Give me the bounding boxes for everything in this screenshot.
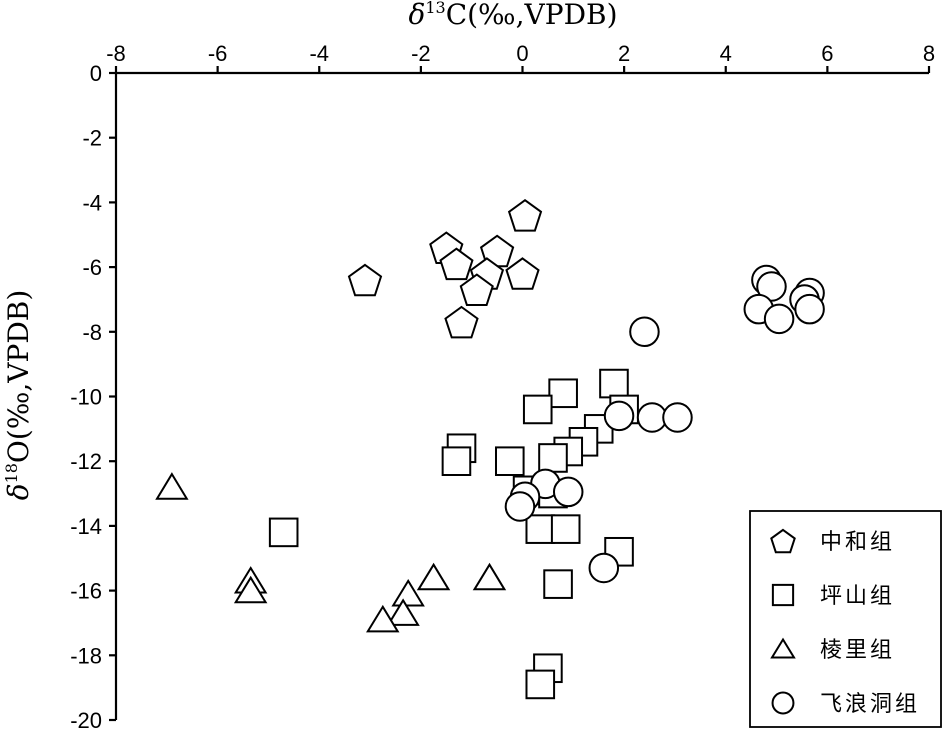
x-tick-label: -2 [411,41,431,66]
y-tick-label: -2 [82,126,102,151]
y-tick-label: -18 [70,643,102,668]
axis-ticks: -8 -6 -4 -2 0 2 4 6 80-2-4-6-8-10-12-14-16-18-20 [70,41,935,730]
x-tick-label: 0 [516,41,528,66]
point-square [599,368,629,399]
legend-symbol-triangle [770,637,796,659]
point-pentagon [444,305,479,339]
point-triangle [391,578,425,607]
point-circle [763,303,795,335]
legend-label: 棱里组 [820,638,895,663]
point-circle [504,491,536,522]
point-circle [636,402,668,433]
point-square [525,514,556,544]
point-circle [629,316,660,348]
point-pentagon [507,198,543,232]
point-triangle [386,598,420,626]
y-tick-label: -14 [70,514,102,539]
point-square [268,517,299,548]
y-tick-label: -8 [82,320,102,345]
y-tick-label: 0 [90,61,102,86]
point-circle [552,476,584,508]
legend-label: 飞浪洞组 [820,692,920,717]
x-tick-label: 2 [618,41,630,66]
legend-symbol-square [771,583,795,607]
y-tick-label: -12 [70,449,102,474]
point-square [441,446,472,476]
x-axis-title: δ13C(‰,VPDB) [408,0,617,31]
legend-symbol-circle [771,691,795,715]
x-tick-label: -4 [309,41,329,66]
y-tick-label: -6 [82,255,102,280]
data-points [155,198,825,700]
point-pentagon [505,257,540,290]
y-tick-label: -20 [70,708,102,730]
y-axis-title: δ18O(‰,VPDB) [2,290,35,501]
point-circle [662,402,693,433]
point-square [522,394,553,425]
point-square [548,378,578,409]
point-circle [603,400,635,432]
point-triangle [366,604,400,633]
y-tick-label: -16 [70,579,102,604]
point-circle [794,293,825,325]
point-square [494,446,525,476]
y-tick-label: -4 [82,190,102,215]
point-triangle [155,472,189,500]
x-tick-label: 4 [720,41,732,66]
point-square [543,569,573,599]
point-pentagon [347,263,383,297]
x-tick-label: -8 [106,41,126,66]
point-square [550,514,581,544]
legend-symbol-pentagon [770,528,796,554]
point-triangle [233,575,268,604]
x-tick-label: -6 [208,41,228,66]
legend-label: 中和组 [820,530,895,555]
point-pentagon [459,273,494,306]
x-tick-label: 8 [923,41,935,66]
point-square [525,669,556,700]
legend-label: 坪山组 [820,584,895,609]
point-triangle [416,562,451,591]
point-triangle [472,562,507,591]
y-tick-label: -10 [70,385,102,410]
point-circle [588,552,620,584]
point-square [538,443,568,473]
x-tick-label: 6 [821,41,833,66]
point-pentagon [439,247,474,281]
